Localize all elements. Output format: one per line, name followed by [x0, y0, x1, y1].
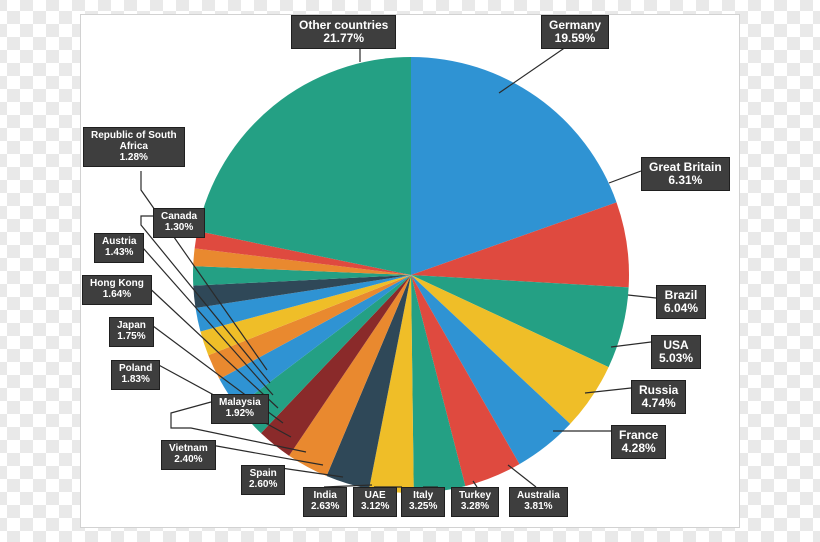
pie-label: Republic of SouthAfrica1.28%	[83, 127, 185, 167]
pie-label: Other countries21.77%	[291, 15, 396, 49]
pie-label-name: India	[314, 490, 337, 501]
pie-label-name: Japan	[117, 320, 146, 331]
pie-label: UAE3.12%	[353, 487, 397, 517]
pie-label-pct: 3.81%	[517, 502, 560, 513]
leader-line	[609, 171, 641, 183]
pie-label-name: Hong Kong	[90, 278, 144, 289]
pie-label: USA5.03%	[651, 335, 701, 369]
pie-label-name: Italy	[413, 490, 433, 501]
pie-label-pct: 6.04%	[664, 302, 698, 315]
pie-label-name: Australia	[517, 490, 560, 501]
pie-label-name: Canada	[161, 211, 197, 222]
pie-label-pct: 3.25%	[409, 502, 437, 513]
pie-label-pct: 3.12%	[361, 502, 389, 513]
pie-label-name: Brazil	[665, 288, 698, 302]
pie-label-pct: 5.03%	[659, 352, 693, 365]
pie-label: Japan1.75%	[109, 317, 154, 347]
pie-label-pct: 1.28%	[91, 153, 177, 164]
pie-label-name: France	[619, 428, 658, 442]
pie-label-name: Other countries	[299, 18, 388, 32]
pie-label: Italy3.25%	[401, 487, 445, 517]
pie-label-pct: 4.28%	[619, 442, 658, 455]
pie-label-pct: 2.63%	[311, 502, 339, 513]
pie-label-name: Republic of SouthAfrica	[91, 130, 177, 152]
pie-label: France4.28%	[611, 425, 666, 459]
pie-label-name: Turkey	[459, 490, 491, 501]
pie-label: Hong Kong1.64%	[82, 275, 152, 305]
pie-label: Poland1.83%	[111, 360, 160, 390]
pie-label-pct: 4.74%	[639, 397, 678, 410]
leader-line	[508, 465, 536, 487]
pie-label: Malaysia1.92%	[211, 394, 269, 424]
pie-label-name: Great Britain	[649, 160, 722, 174]
pie-label: Turkey3.28%	[451, 487, 499, 517]
pie-label-pct: 1.64%	[90, 290, 144, 301]
pie-label: Australia3.81%	[509, 487, 568, 517]
pie-label-pct: 1.43%	[102, 248, 136, 259]
pie-label: Great Britain6.31%	[641, 157, 730, 191]
pie-label-pct: 3.28%	[459, 502, 491, 513]
chart-area: Germany19.59% Great Britain6.31% Brazil6.0…	[80, 14, 740, 528]
pie-label-name: Germany	[549, 18, 601, 32]
pie-label: Brazil6.04%	[656, 285, 706, 319]
pie-label: Austria1.43%	[94, 233, 144, 263]
pie-label-pct: 21.77%	[299, 32, 388, 45]
pie-label-pct: 19.59%	[549, 32, 601, 45]
pie-label-pct: 1.83%	[119, 375, 152, 386]
pie-label-pct: 6.31%	[649, 174, 722, 187]
pie-label-pct: 2.40%	[169, 455, 208, 466]
pie-label-name: Poland	[119, 363, 152, 374]
pie-label-pct: 1.75%	[117, 332, 146, 343]
pie-label-name: Malaysia	[219, 397, 261, 408]
pie-label: Vietnam2.40%	[161, 440, 216, 470]
pie-label-name: UAE	[365, 490, 386, 501]
pie-label-pct: 1.92%	[219, 409, 261, 420]
pie-label-pct: 2.60%	[249, 480, 277, 491]
pie-label-name: Vietnam	[169, 443, 208, 454]
pie-label-name: Austria	[102, 236, 136, 247]
pie-label-name: Russia	[639, 383, 678, 397]
pie-label-pct: 1.30%	[161, 223, 197, 234]
pie-label: Canada1.30%	[153, 208, 205, 238]
pie-label-name: Spain	[250, 468, 277, 479]
pie-label: Russia4.74%	[631, 380, 686, 414]
pie-label: Germany19.59%	[541, 15, 609, 49]
pie-label: Spain2.60%	[241, 465, 285, 495]
pie-label: India2.63%	[303, 487, 347, 517]
leader-line	[628, 295, 656, 298]
pie-label-name: USA	[663, 338, 688, 352]
